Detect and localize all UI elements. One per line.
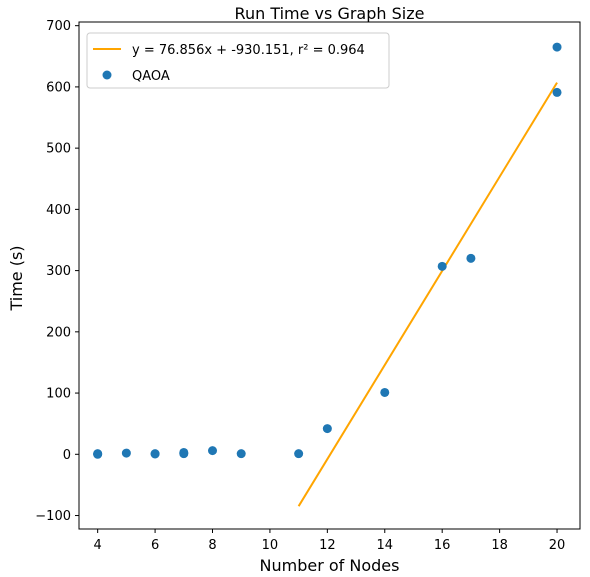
- x-axis-ticks: 4 6 8 10 12 14 16 18 20: [94, 529, 566, 553]
- y-tick-label: 500: [46, 142, 71, 157]
- data-point: [121, 448, 131, 458]
- x-tick-label: 8: [208, 538, 216, 553]
- fit-line: [297, 82, 558, 507]
- x-tick-label: 6: [151, 538, 159, 553]
- scatter-points-layer: [93, 42, 562, 459]
- y-tick-label: 200: [46, 325, 71, 340]
- data-point: [322, 424, 332, 434]
- legend-fit-label: y = 76.856x + -930.151, r² = 0.964: [132, 43, 365, 58]
- data-point: [236, 449, 246, 459]
- legend: y = 76.856x + -930.151, r² = 0.964 QAOA: [86, 32, 390, 89]
- y-tick-label: −100: [35, 509, 71, 524]
- y-tick-label: 700: [46, 19, 71, 34]
- x-tick-label: 10: [262, 538, 279, 553]
- y-axis-ticks: −100 0 100 200 300 400 500 600 700: [35, 19, 79, 524]
- x-tick-label: 16: [434, 538, 451, 553]
- legend-qaoa-entry: QAOA: [102, 69, 170, 84]
- y-tick-label: 100: [46, 387, 71, 402]
- y-tick-label: 300: [46, 264, 71, 279]
- x-tick-label: 20: [549, 538, 566, 553]
- y-tick-label: 400: [46, 203, 71, 218]
- y-tick-label: 0: [63, 448, 71, 463]
- data-point: [466, 253, 476, 263]
- data-point: [380, 387, 390, 397]
- y-axis-label: Time (s): [7, 245, 26, 311]
- data-point: [552, 87, 562, 97]
- data-point: [294, 449, 304, 459]
- legend-qaoa-swatch: [102, 70, 112, 80]
- data-point: [179, 447, 189, 457]
- data-point: [93, 449, 103, 459]
- data-point: [437, 261, 447, 271]
- x-axis-label: Number of Nodes: [260, 556, 400, 575]
- plot-frame: [78, 21, 581, 530]
- y-tick-label: 600: [46, 80, 71, 95]
- fit-line-layer: [297, 82, 558, 507]
- legend-frame: [86, 32, 390, 89]
- x-tick-label: 12: [319, 538, 336, 553]
- x-tick-label: 14: [376, 538, 393, 553]
- data-point: [150, 449, 160, 459]
- x-tick-label: 4: [94, 538, 102, 553]
- x-tick-label: 18: [491, 538, 508, 553]
- data-point: [552, 42, 562, 52]
- data-point: [208, 446, 218, 456]
- legend-fit-entry: y = 76.856x + -930.151, r² = 0.964: [93, 43, 365, 58]
- chart-title: Run Time vs Graph Size: [235, 4, 425, 23]
- legend-qaoa-label: QAOA: [132, 69, 170, 84]
